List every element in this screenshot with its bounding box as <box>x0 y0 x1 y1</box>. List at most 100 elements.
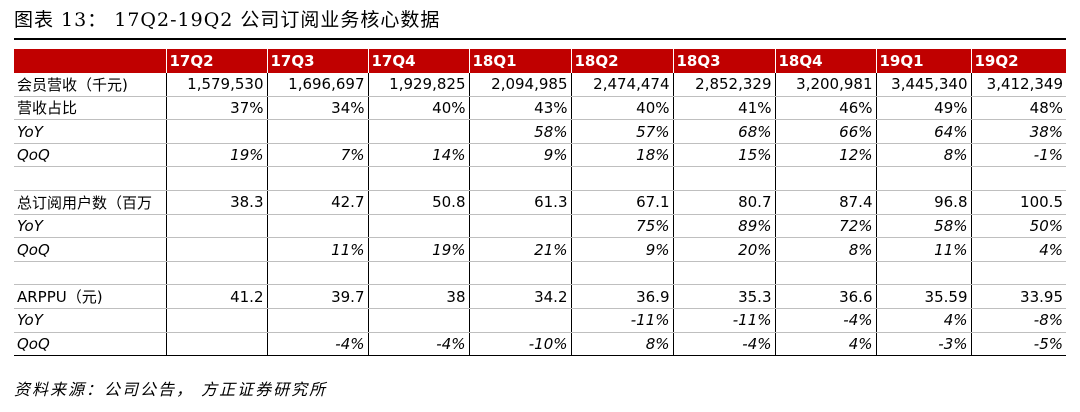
table-cell: 8% <box>571 332 674 357</box>
table-cell <box>673 166 776 192</box>
table-cell: 61.3 <box>469 190 572 215</box>
table-cell: 14% <box>368 143 470 168</box>
table-cell: 1,579,530 <box>166 72 268 97</box>
table-cell: 7% <box>267 143 369 168</box>
table-cell: -4% <box>267 332 369 357</box>
table-cell: 34% <box>267 96 369 121</box>
table-cell: 21% <box>469 237 572 262</box>
table-cell: 39.7 <box>267 284 369 310</box>
table-cell: 68% <box>673 119 776 144</box>
table-cell <box>876 261 972 286</box>
row-label: YoY <box>14 214 167 239</box>
table-cell: -4% <box>673 332 776 357</box>
table-cell: 48% <box>971 96 1066 121</box>
table-cell: 2,474,474 <box>571 72 674 97</box>
column-header-17q2: 17Q2 <box>166 49 268 73</box>
table-cell: 40% <box>571 96 674 121</box>
table-cell: 46% <box>775 96 877 121</box>
table-cell: 33.95 <box>971 284 1066 310</box>
table-cell <box>368 166 470 192</box>
row-label: QoQ <box>14 237 167 262</box>
table-cell: 2,852,329 <box>673 72 776 97</box>
table-cell <box>971 261 1066 286</box>
table-cell <box>876 166 972 192</box>
table-row: ARPPU（元) 41.2 39.7 38 34.2 36.9 35.3 36.6 35.59 3… <box>14 284 1066 310</box>
column-header-18q1: 18Q1 <box>469 49 572 73</box>
table-cell <box>571 261 674 286</box>
table-cell <box>775 261 877 286</box>
table-cell: -3% <box>876 332 972 357</box>
table-cell <box>368 261 470 286</box>
column-header-17q4: 17Q4 <box>368 49 470 73</box>
table-row: 营收占比 37% 34% 40% 43% 40% 41% 46% 49% 48% <box>14 96 1066 121</box>
table-cell: 38 <box>368 284 470 310</box>
table-cell: 36.6 <box>775 284 877 310</box>
table-cell: 3,200,981 <box>775 72 877 97</box>
table-cell <box>775 166 877 192</box>
table-cell <box>469 214 572 239</box>
table-cell: 34.2 <box>469 284 572 310</box>
table-row: QoQ 11% 19% 21% 9% 20% 8% 11% 4% <box>14 237 1066 262</box>
table-cell: 1,929,825 <box>368 72 470 97</box>
row-label <box>14 261 167 286</box>
table-cell: 67.1 <box>571 190 674 215</box>
table-row: QoQ -4% -4% -10% 8% -4% 4% -3% -5% <box>14 332 1066 357</box>
table-cell: 2,094,985 <box>469 72 572 97</box>
header-corner-cell <box>14 49 167 73</box>
table-cell: 40% <box>368 96 470 121</box>
table-cell: 3,445,340 <box>876 72 972 97</box>
table-cell: 58% <box>469 119 572 144</box>
table-cell <box>166 332 268 357</box>
table-cell: 1,696,697 <box>267 72 369 97</box>
spacer-row <box>14 166 1066 192</box>
table-cell: 64% <box>876 119 972 144</box>
table-cell <box>571 166 674 192</box>
row-label: QoQ <box>14 143 167 168</box>
table-cell <box>166 308 268 333</box>
table-row: YoY 58% 57% 68% 66% 64% 38% <box>14 119 1066 144</box>
table-cell: 57% <box>571 119 674 144</box>
table-cell: 11% <box>267 237 369 262</box>
table-cell: 8% <box>876 143 972 168</box>
data-table: 17Q2 17Q3 17Q4 18Q1 18Q2 18Q3 18Q4 19Q1 19Q2 会员营… <box>14 49 1066 357</box>
table-cell: 20% <box>673 237 776 262</box>
table-cell: 87.4 <box>775 190 877 215</box>
column-header-19q2: 19Q2 <box>971 49 1066 73</box>
table-cell: 43% <box>469 96 572 121</box>
table-cell: -4% <box>368 332 470 357</box>
table-row: YoY -11% -11% -4% 4% -8% <box>14 308 1066 333</box>
table-cell <box>166 166 268 192</box>
table-cell: 80.7 <box>673 190 776 215</box>
table-cell: 12% <box>775 143 877 168</box>
table-cell: -11% <box>571 308 674 333</box>
table-cell: 35.3 <box>673 284 776 310</box>
table-cell <box>469 308 572 333</box>
table-cell <box>267 261 369 286</box>
table-cell: 41.2 <box>166 284 268 310</box>
table-cell: -11% <box>673 308 776 333</box>
table-cell: 3,412,349 <box>971 72 1066 97</box>
table-cell <box>368 119 470 144</box>
source-note: 资料来源：公司公告， 方正证券研究所 <box>14 380 328 399</box>
table-row: QoQ 19% 7% 14% 9% 18% 15% 12% 8% -1% <box>14 143 1066 168</box>
table-cell <box>267 119 369 144</box>
table-cell: 96.8 <box>876 190 972 215</box>
row-label <box>14 166 167 192</box>
table-cell: 58% <box>876 214 972 239</box>
row-label: 营收占比 <box>14 96 167 121</box>
table-cell <box>469 261 572 286</box>
table-cell: 50.8 <box>368 190 470 215</box>
table-cell <box>368 214 470 239</box>
table-cell <box>166 119 268 144</box>
table-cell <box>368 308 470 333</box>
table-cell: 66% <box>775 119 877 144</box>
table-cell <box>267 214 369 239</box>
data-table-container: 17Q2 17Q3 17Q4 18Q1 18Q2 18Q3 18Q4 19Q1 19Q2 会员营… <box>14 49 1066 357</box>
table-cell <box>971 166 1066 192</box>
table-row: 总订阅用户数（百万 38.3 42.7 50.8 61.3 67.1 80.7 87.4 96.… <box>14 190 1066 215</box>
table-cell: 75% <box>571 214 674 239</box>
table-cell: -8% <box>971 308 1066 333</box>
table-cell: 9% <box>469 143 572 168</box>
table-cell: 35.59 <box>876 284 972 310</box>
row-label: 总订阅用户数（百万 <box>14 190 167 215</box>
